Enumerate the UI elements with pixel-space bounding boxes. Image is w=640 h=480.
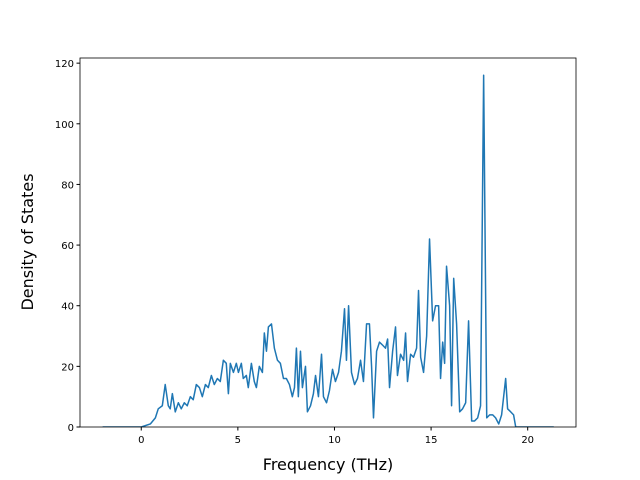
y-axis-label: Density of States — [18, 173, 37, 310]
x-tick-label: 15 — [425, 435, 438, 446]
y-tick-label: 120 — [55, 59, 74, 70]
x-tick-label: 5 — [235, 435, 241, 446]
x-tick-label: 0 — [138, 435, 144, 446]
x-tick-label: 10 — [328, 435, 341, 446]
y-tick-label: 80 — [61, 180, 74, 191]
plot-frame — [79, 57, 577, 428]
y-tick-label: 0 — [68, 423, 74, 434]
y-tick-label: 100 — [55, 120, 74, 131]
y-tick-label: 40 — [61, 302, 74, 313]
x-axis-label: Frequency (THz) — [263, 455, 393, 474]
y-tick-label: 60 — [61, 241, 74, 252]
dos-line — [102, 74, 554, 427]
y-tick-label: 20 — [61, 362, 74, 373]
x-tick-label: 20 — [521, 435, 534, 446]
